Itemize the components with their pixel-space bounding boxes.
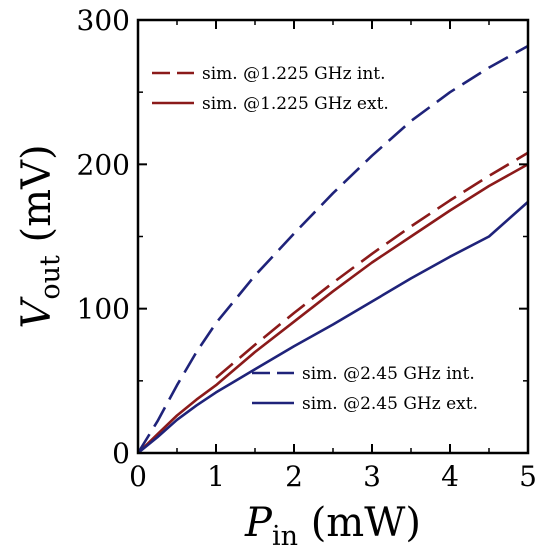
y-tick-label: 300 [77,4,130,37]
series-line-3 [137,200,529,455]
y-axis-title-main: V [14,296,60,329]
x-axis-title-unit: (mW) [298,500,421,546]
x-axis-title-sub: in [272,521,298,552]
x-tick-label: 2 [285,460,303,493]
y-tick-label: 100 [77,293,130,326]
plot-frame [136,18,530,455]
y-tick-label: 0 [112,437,130,470]
x-tick-label: 4 [441,460,459,493]
legend-label-1: sim. @1.225 GHz ext. [202,94,389,114]
y-axis-title-sub: out [35,255,66,300]
y-tick-label: 200 [77,148,130,181]
y-axis-title-unit: (mV) [14,144,60,255]
x-tick-label: 1 [207,460,225,493]
series-line-1 [137,163,529,454]
x-axis-title-main: P [244,500,273,546]
x-tick-label: 5 [519,460,537,493]
legend-label-0: sim. @1.225 GHz int. [202,64,386,84]
y-axis-title: Vout (mV) [14,144,66,328]
x-axis-title: Pin (mW) [244,500,421,552]
legend-label-3: sim. @2.45 GHz ext. [302,394,478,414]
x-tick-label: 3 [363,460,381,493]
x-tick-label: 0 [129,460,147,493]
legend-layer: sim. @1.225 GHz int. sim. @1.225 GHz ext.… [152,64,478,414]
legend-label-2: sim. @2.45 GHz int. [302,364,475,384]
ticks-layer: 0 1 2 3 4 5 0 100 200 300 [77,4,537,493]
series-line-0 [215,151,529,379]
series-layer [136,44,529,455]
series-line-2 [136,44,529,454]
